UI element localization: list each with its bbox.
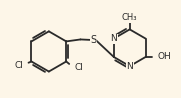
Text: Cl: Cl: [15, 61, 24, 70]
Text: S: S: [90, 35, 96, 45]
Text: CH₃: CH₃: [122, 13, 137, 22]
Text: Cl: Cl: [75, 63, 84, 72]
Text: N: N: [126, 62, 133, 71]
Text: OH: OH: [158, 52, 172, 61]
Text: N: N: [110, 34, 117, 43]
